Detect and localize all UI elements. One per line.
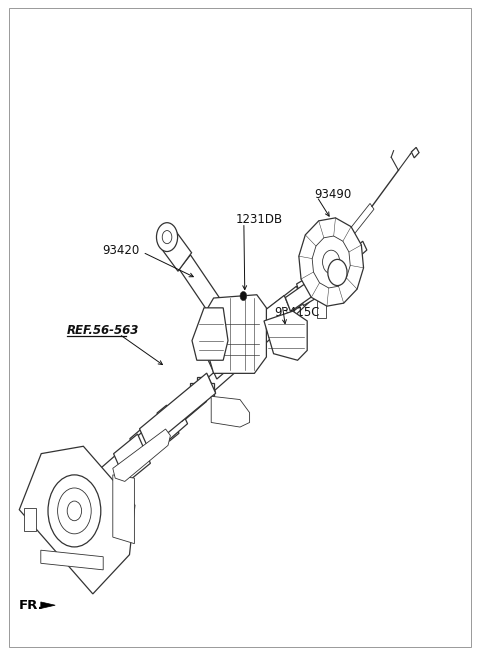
Polygon shape [263, 286, 303, 329]
Circle shape [323, 250, 340, 274]
Polygon shape [173, 375, 216, 421]
Polygon shape [24, 508, 36, 531]
Polygon shape [113, 429, 170, 481]
Text: 93420: 93420 [102, 244, 139, 257]
Polygon shape [285, 277, 320, 312]
Text: 93415C: 93415C [275, 306, 320, 319]
Polygon shape [161, 230, 192, 271]
Text: FR.: FR. [19, 599, 44, 612]
Polygon shape [92, 402, 186, 496]
Polygon shape [192, 308, 228, 360]
Polygon shape [247, 286, 315, 356]
Polygon shape [299, 218, 363, 306]
Polygon shape [113, 475, 134, 544]
Circle shape [67, 501, 82, 521]
Polygon shape [310, 241, 367, 296]
Text: 1231DB: 1231DB [235, 213, 282, 226]
Polygon shape [140, 373, 216, 449]
Text: REF.56-563: REF.56-563 [67, 324, 140, 337]
Polygon shape [312, 236, 350, 288]
Polygon shape [246, 295, 292, 343]
Circle shape [240, 291, 247, 301]
Polygon shape [19, 446, 135, 594]
Circle shape [328, 259, 347, 286]
Circle shape [48, 475, 101, 547]
Polygon shape [180, 344, 252, 416]
Polygon shape [205, 322, 255, 379]
Polygon shape [297, 263, 339, 306]
Polygon shape [114, 434, 150, 483]
Circle shape [156, 223, 178, 252]
Polygon shape [179, 255, 219, 312]
Circle shape [58, 488, 91, 534]
Polygon shape [351, 204, 374, 233]
Polygon shape [41, 602, 55, 608]
Polygon shape [190, 383, 214, 396]
Polygon shape [157, 405, 179, 441]
Text: 93490: 93490 [314, 188, 352, 201]
Polygon shape [211, 396, 250, 427]
Polygon shape [197, 377, 206, 401]
Circle shape [162, 231, 172, 244]
Polygon shape [130, 382, 206, 458]
Polygon shape [41, 550, 103, 570]
Polygon shape [264, 311, 307, 360]
Polygon shape [411, 147, 419, 158]
Polygon shape [317, 301, 326, 318]
Polygon shape [204, 295, 266, 373]
Polygon shape [100, 402, 188, 491]
